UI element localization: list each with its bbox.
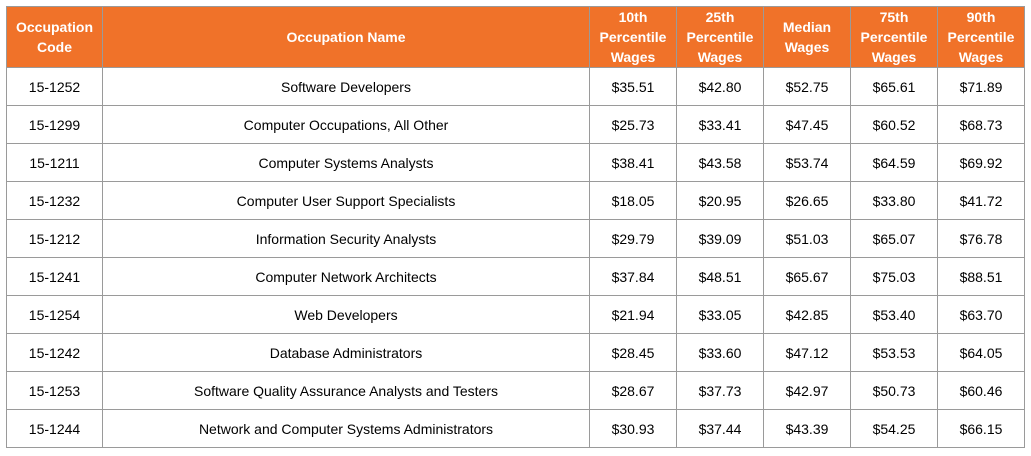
cell-25th-percentile: $39.09 <box>676 219 764 258</box>
cell-10th-percentile: $38.41 <box>589 143 677 182</box>
cell-occupation-code: 15-1252 <box>6 67 103 106</box>
cell-10th-percentile: $21.94 <box>589 295 677 334</box>
table-row: 15-1242 Database Administrators $28.45 $… <box>6 333 1025 372</box>
cell-occupation-name: Computer Network Architects <box>102 257 590 296</box>
table-row: 15-1244 Network and Computer Systems Adm… <box>6 409 1025 448</box>
table-row: 15-1254 Web Developers $21.94 $33.05 $42… <box>6 295 1025 334</box>
cell-75th-percentile: $65.07 <box>850 219 938 258</box>
cell-90th-percentile: $63.70 <box>937 295 1025 334</box>
cell-90th-percentile: $64.05 <box>937 333 1025 372</box>
cell-median: $26.65 <box>763 181 851 220</box>
cell-occupation-name: Network and Computer Systems Administrat… <box>102 409 590 448</box>
cell-25th-percentile: $20.95 <box>676 181 764 220</box>
header-median: Median Wages <box>763 6 851 68</box>
cell-occupation-name: Database Administrators <box>102 333 590 372</box>
header-90th-percentile: 90th Percentile Wages <box>937 6 1025 68</box>
cell-75th-percentile: $53.40 <box>850 295 938 334</box>
table-body: 15-1252 Software Developers $35.51 $42.8… <box>6 67 1025 448</box>
cell-90th-percentile: $71.89 <box>937 67 1025 106</box>
cell-75th-percentile: $50.73 <box>850 371 938 410</box>
cell-90th-percentile: $88.51 <box>937 257 1025 296</box>
cell-median: $52.75 <box>763 67 851 106</box>
cell-occupation-code: 15-1232 <box>6 181 103 220</box>
cell-10th-percentile: $28.67 <box>589 371 677 410</box>
header-row: Occupation Code Occupation Name 10th Per… <box>6 6 1025 68</box>
table-row: 15-1299 Computer Occupations, All Other … <box>6 105 1025 144</box>
header-occupation-name: Occupation Name <box>102 6 590 68</box>
cell-25th-percentile: $33.60 <box>676 333 764 372</box>
cell-90th-percentile: $68.73 <box>937 105 1025 144</box>
cell-occupation-code: 15-1242 <box>6 333 103 372</box>
cell-median: $43.39 <box>763 409 851 448</box>
cell-occupation-code: 15-1244 <box>6 409 103 448</box>
cell-median: $47.12 <box>763 333 851 372</box>
cell-25th-percentile: $43.58 <box>676 143 764 182</box>
cell-25th-percentile: $33.05 <box>676 295 764 334</box>
cell-25th-percentile: $37.44 <box>676 409 764 448</box>
cell-10th-percentile: $28.45 <box>589 333 677 372</box>
cell-median: $47.45 <box>763 105 851 144</box>
cell-median: $51.03 <box>763 219 851 258</box>
header-25th-percentile: 25th Percentile Wages <box>676 6 764 68</box>
table-row: 15-1212 Information Security Analysts $2… <box>6 219 1025 258</box>
cell-occupation-code: 15-1253 <box>6 371 103 410</box>
table-row: 15-1253 Software Quality Assurance Analy… <box>6 371 1025 410</box>
cell-occupation-code: 15-1211 <box>6 143 103 182</box>
header-occupation-code: Occupation Code <box>6 6 103 68</box>
cell-90th-percentile: $66.15 <box>937 409 1025 448</box>
table-row: 15-1241 Computer Network Architects $37.… <box>6 257 1025 296</box>
cell-90th-percentile: $69.92 <box>937 143 1025 182</box>
table-header: Occupation Code Occupation Name 10th Per… <box>6 6 1025 68</box>
cell-median: $42.85 <box>763 295 851 334</box>
cell-25th-percentile: $48.51 <box>676 257 764 296</box>
cell-occupation-name: Computer Systems Analysts <box>102 143 590 182</box>
cell-occupation-code: 15-1241 <box>6 257 103 296</box>
cell-occupation-name: Computer Occupations, All Other <box>102 105 590 144</box>
cell-75th-percentile: $53.53 <box>850 333 938 372</box>
cell-75th-percentile: $33.80 <box>850 181 938 220</box>
cell-occupation-code: 15-1299 <box>6 105 103 144</box>
cell-75th-percentile: $75.03 <box>850 257 938 296</box>
cell-median: $65.67 <box>763 257 851 296</box>
cell-90th-percentile: $41.72 <box>937 181 1025 220</box>
cell-occupation-name: Web Developers <box>102 295 590 334</box>
cell-25th-percentile: $37.73 <box>676 371 764 410</box>
cell-occupation-name: Information Security Analysts <box>102 219 590 258</box>
table-row: 15-1211 Computer Systems Analysts $38.41… <box>6 143 1025 182</box>
cell-75th-percentile: $65.61 <box>850 67 938 106</box>
cell-10th-percentile: $25.73 <box>589 105 677 144</box>
cell-75th-percentile: $64.59 <box>850 143 938 182</box>
cell-10th-percentile: $30.93 <box>589 409 677 448</box>
cell-occupation-code: 15-1254 <box>6 295 103 334</box>
cell-10th-percentile: $29.79 <box>589 219 677 258</box>
header-75th-percentile: 75th Percentile Wages <box>850 6 938 68</box>
wages-table: Occupation Code Occupation Name 10th Per… <box>6 6 1025 448</box>
cell-10th-percentile: $35.51 <box>589 67 677 106</box>
cell-median: $42.97 <box>763 371 851 410</box>
cell-10th-percentile: $18.05 <box>589 181 677 220</box>
cell-occupation-name: Software Quality Assurance Analysts and … <box>102 371 590 410</box>
header-10th-percentile: 10th Percentile Wages <box>589 6 677 68</box>
cell-occupation-name: Computer User Support Specialists <box>102 181 590 220</box>
cell-75th-percentile: $60.52 <box>850 105 938 144</box>
cell-10th-percentile: $37.84 <box>589 257 677 296</box>
cell-occupation-code: 15-1212 <box>6 219 103 258</box>
cell-median: $53.74 <box>763 143 851 182</box>
cell-75th-percentile: $54.25 <box>850 409 938 448</box>
cell-25th-percentile: $33.41 <box>676 105 764 144</box>
table-row: 15-1232 Computer User Support Specialist… <box>6 181 1025 220</box>
cell-90th-percentile: $60.46 <box>937 371 1025 410</box>
cell-25th-percentile: $42.80 <box>676 67 764 106</box>
cell-90th-percentile: $76.78 <box>937 219 1025 258</box>
table-row: 15-1252 Software Developers $35.51 $42.8… <box>6 67 1025 106</box>
cell-occupation-name: Software Developers <box>102 67 590 106</box>
